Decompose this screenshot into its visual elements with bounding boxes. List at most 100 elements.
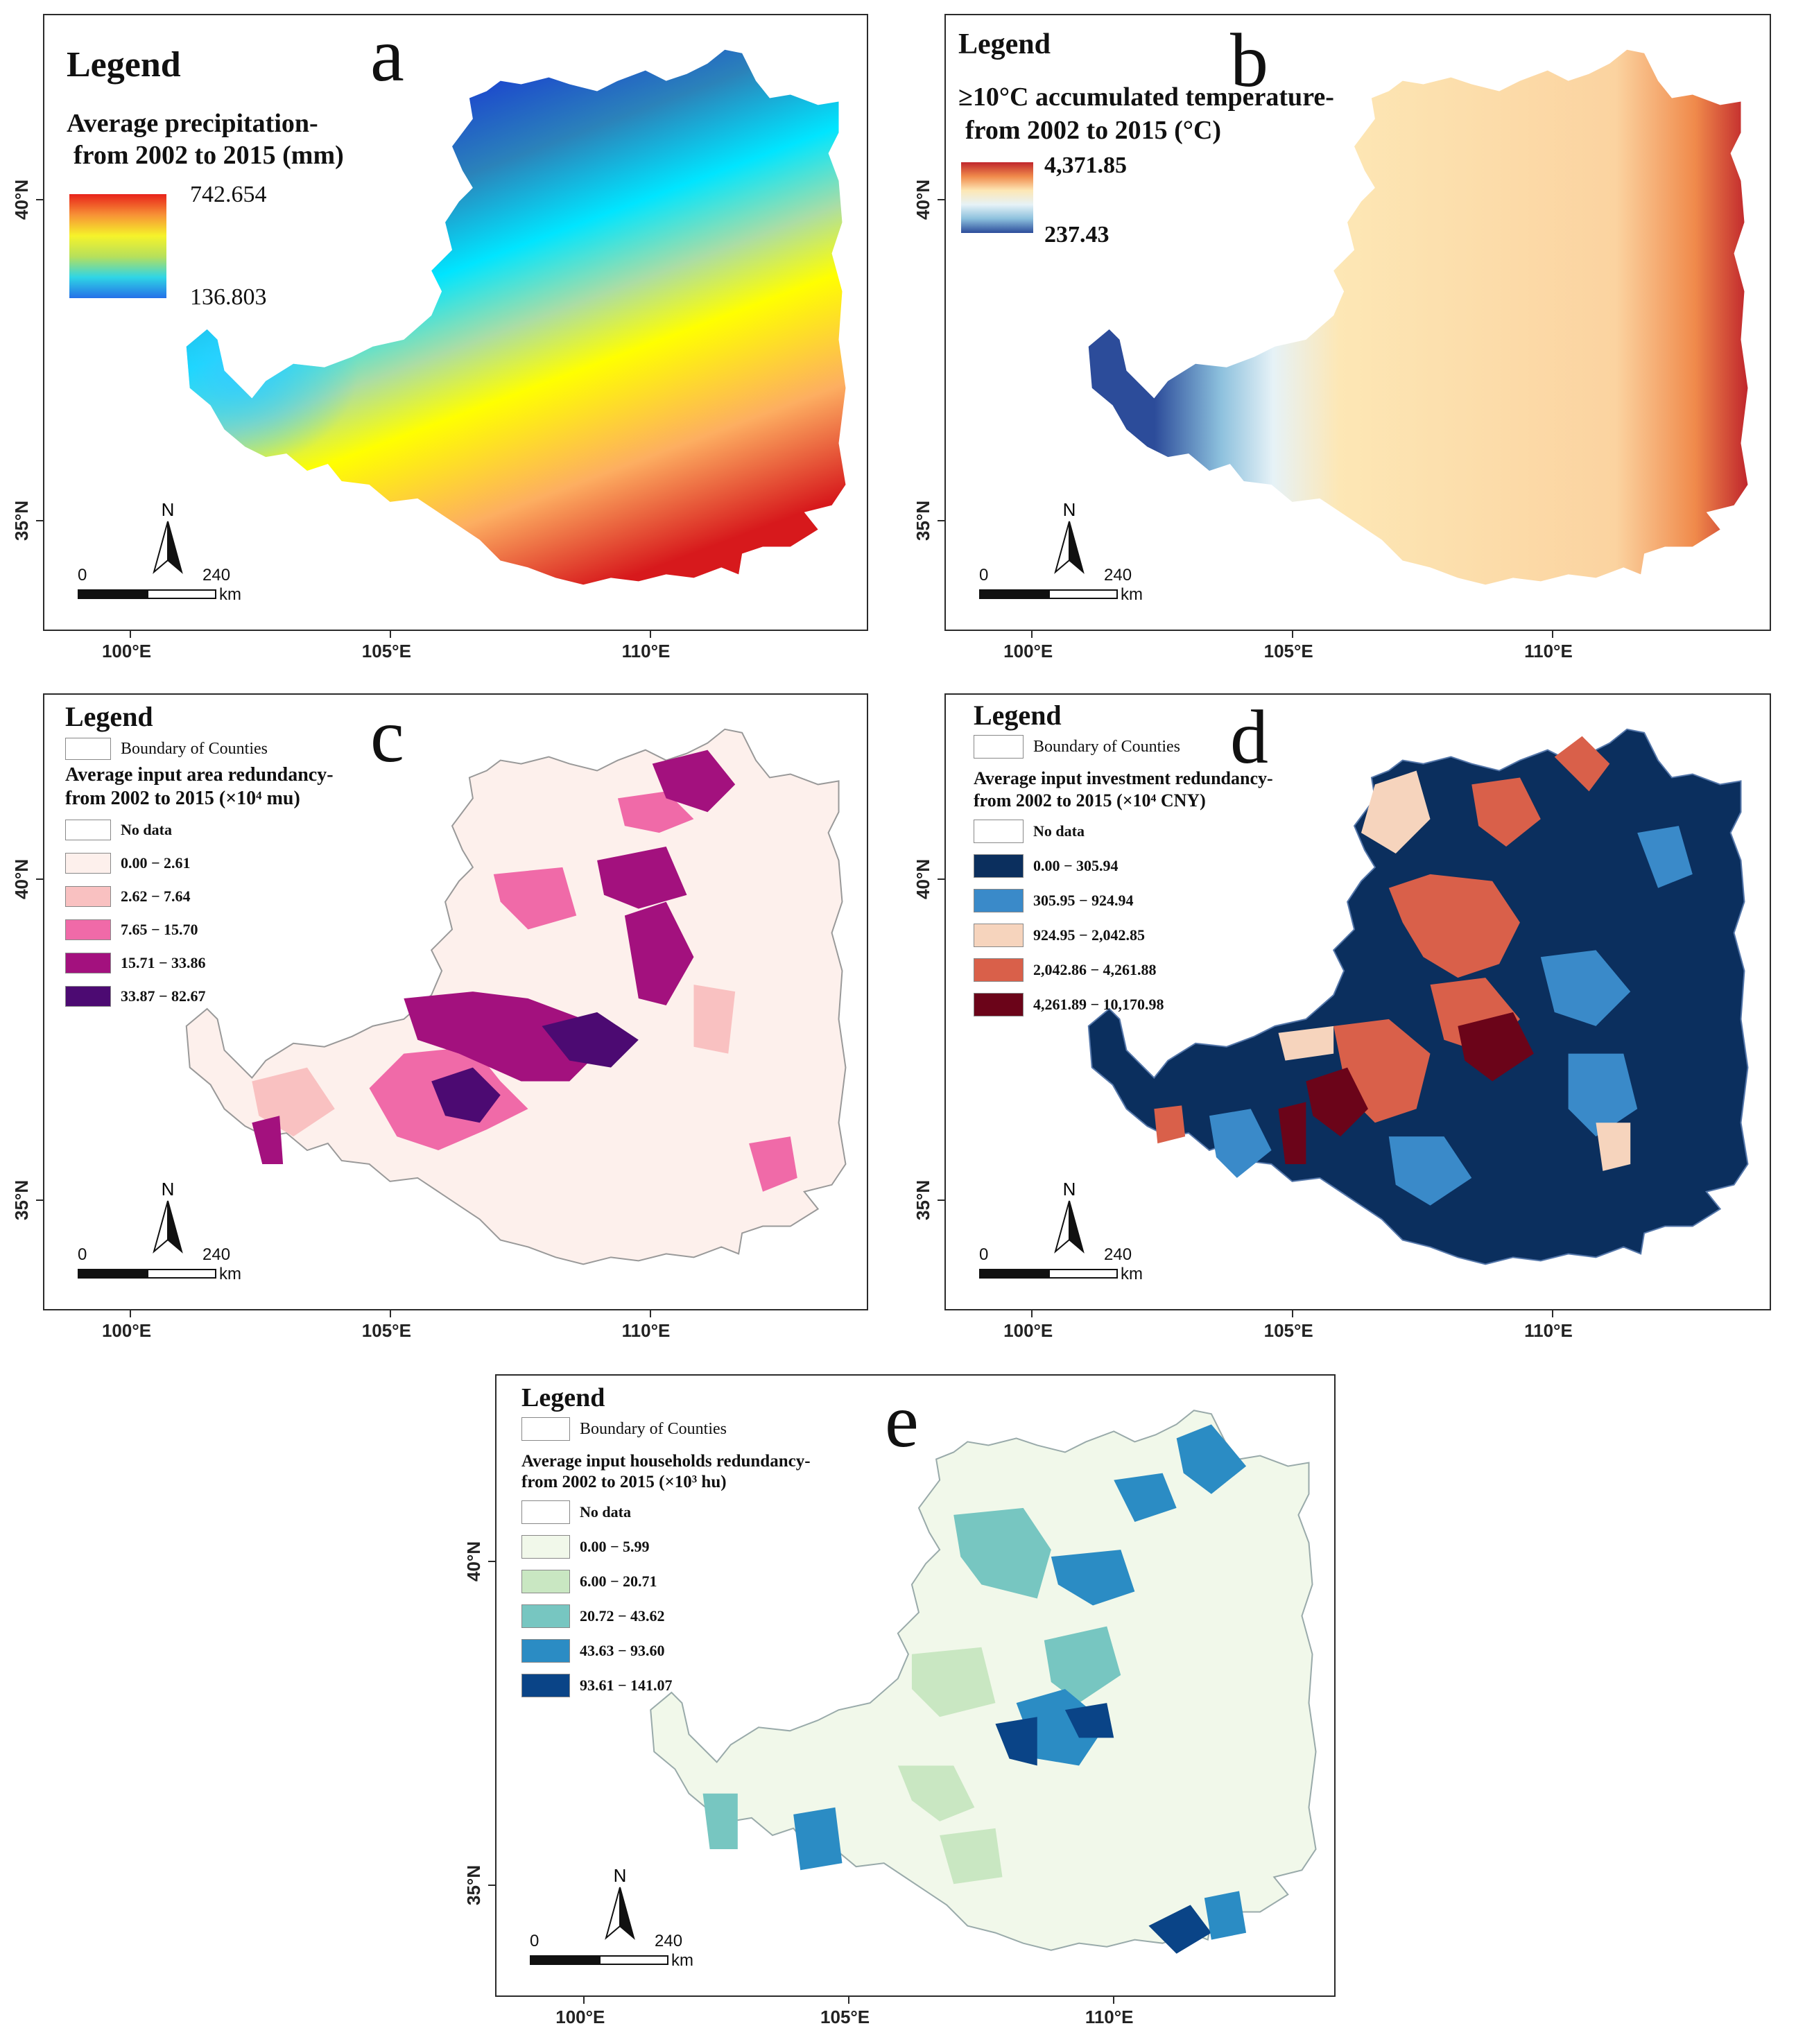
legend-title: Legend [65, 701, 153, 732]
legend-class-row: 2.62 − 7.64 [65, 886, 191, 907]
longitude-label: 110°E [1524, 641, 1573, 661]
latitude-label: 35°N [913, 1179, 933, 1220]
legend-swatch [974, 993, 1024, 1016]
longitude-label: 110°E [1524, 1320, 1573, 1341]
axis-tick [1031, 631, 1033, 638]
panel-letter-e: e [885, 1378, 919, 1463]
legend-class-label: 93.61 − 141.07 [580, 1677, 673, 1694]
latitude-label: 35°N [463, 1865, 484, 1906]
legend-class-label: 305.95 − 924.94 [1033, 892, 1134, 909]
longitude-label: 105°E [820, 2007, 870, 2027]
color-ramp [961, 162, 1033, 233]
scalebar-unit: km [219, 585, 241, 604]
legend-boundary-row: Boundary of Counties [521, 1417, 727, 1441]
north-arrow-icon: N [153, 499, 183, 574]
legend-class-row: 0.00 − 5.99 [521, 1535, 650, 1559]
axis-tick [488, 1561, 495, 1563]
legend-subtitle-1: Average input investment redundancy- [974, 768, 1273, 788]
legend-max-value: 4,371.85 [1044, 153, 1127, 178]
axis-tick [1031, 1310, 1033, 1317]
legend-boundary-row: Boundary of Counties [974, 735, 1180, 759]
svg-text:N: N [614, 1865, 627, 1886]
latitude-label: 40°N [913, 179, 933, 220]
panel-d: d Legend Boundary of Counties Average in… [944, 693, 1771, 1310]
legend-subtitle-2: from 2002 to 2015 (°C) [965, 116, 1222, 145]
legend-subtitle-2: from 2002 to 2015 (mm) [74, 141, 344, 170]
legend-title: Legend [974, 700, 1062, 731]
legend-class-label: 43.63 − 93.60 [580, 1642, 665, 1659]
legend-class-label: 6.00 − 20.71 [580, 1573, 657, 1590]
axis-tick [1112, 1997, 1114, 2004]
scalebar-right-label: 240 [202, 1245, 231, 1264]
legend-class-label: 2,042.86 − 4,261.88 [1033, 961, 1157, 978]
axis-tick [389, 631, 391, 638]
scalebar-left-label: 0 [78, 566, 87, 584]
legend-swatch [521, 1604, 570, 1628]
axis-tick [583, 1997, 585, 2004]
axis-tick [36, 878, 43, 880]
legend-swatch [521, 1535, 570, 1559]
svg-text:N: N [1063, 499, 1076, 520]
scalebar-white [599, 1955, 668, 1965]
scalebar-unit: km [219, 1265, 241, 1283]
legend-subtitle-2: from 2002 to 2015 (×10³ hu) [521, 1473, 727, 1491]
legend-class-label: 924.95 − 2,042.85 [1033, 926, 1146, 944]
axis-tick [938, 878, 944, 880]
legend-class-row: 0.00 − 2.61 [65, 853, 191, 874]
panel-a: a Legend Average precipitation- from 200… [43, 14, 868, 631]
legend-swatch [974, 820, 1024, 843]
legend-max-value: 742.654 [190, 182, 267, 207]
axis-tick [938, 199, 944, 200]
axis-tick [848, 1997, 850, 2004]
panel-letter-d: d [1230, 695, 1268, 779]
area-redundancy-map [185, 728, 847, 1265]
scalebar-unit: km [1121, 585, 1143, 604]
legend-swatch [521, 1500, 570, 1524]
longitude-label: 110°E [621, 1320, 671, 1341]
axis-tick [649, 631, 651, 638]
legend-min-value: 136.803 [190, 284, 267, 310]
legend-class-row: 2,042.86 − 4,261.88 [974, 958, 1157, 982]
scalebar-black [979, 589, 1048, 599]
scalebar-left-label: 0 [979, 566, 989, 584]
scalebar-white [147, 589, 216, 599]
legend-subtitle-1: Average input households redundancy- [521, 1452, 811, 1471]
panel-letter-b: b [1230, 18, 1268, 103]
legend-swatch [521, 1639, 570, 1663]
legend-class-row: No data [521, 1500, 631, 1524]
legend-title: Legend [958, 28, 1051, 60]
latitude-label: 40°N [913, 858, 933, 899]
legend-min-value: 237.43 [1044, 222, 1109, 248]
latitude-label: 35°N [913, 500, 933, 541]
legend-class-row: 4,261.89 − 10,170.98 [974, 993, 1164, 1016]
longitude-label: 110°E [621, 641, 671, 661]
boundary-label: Boundary of Counties [580, 1419, 727, 1438]
panel-letter-a: a [370, 12, 404, 97]
legend-class-label: No data [580, 1503, 631, 1521]
svg-text:N: N [1063, 1179, 1076, 1199]
legend-subtitle-2: from 2002 to 2015 (×10⁴ mu) [65, 788, 300, 809]
north-arrow-icon: N [605, 1865, 635, 1940]
legend-class-row: No data [974, 820, 1085, 843]
legend-class-row: 33.87 − 82.67 [65, 986, 206, 1007]
longitude-label: 100°E [555, 2007, 605, 2027]
scalebar-right-label: 240 [1104, 566, 1132, 584]
legend-swatch [65, 853, 111, 874]
scalebar-white [147, 1269, 216, 1279]
axis-tick [129, 1310, 131, 1317]
latitude-label: 40°N [463, 1541, 484, 1582]
axis-tick [129, 631, 131, 638]
panel-b: b Legend ≥10°C accumulated temperature- … [944, 14, 1771, 631]
scalebar-black [78, 1269, 147, 1279]
scalebar-left-label: 0 [979, 1245, 989, 1264]
north-arrow-icon: N [153, 1179, 183, 1254]
legend-swatch [65, 820, 111, 840]
legend-class-row: 7.65 − 15.70 [65, 919, 198, 940]
scalebar-black [530, 1955, 599, 1965]
panel-e: e Legend Boundary of Counties Average in… [495, 1374, 1336, 1997]
longitude-label: 105°E [1263, 1320, 1313, 1341]
legend-swatch [65, 986, 111, 1007]
latitude-label: 40°N [11, 179, 32, 220]
households-redundancy-map [650, 1410, 1317, 1954]
legend-subtitle-1: Average input area redundancy- [65, 764, 334, 786]
